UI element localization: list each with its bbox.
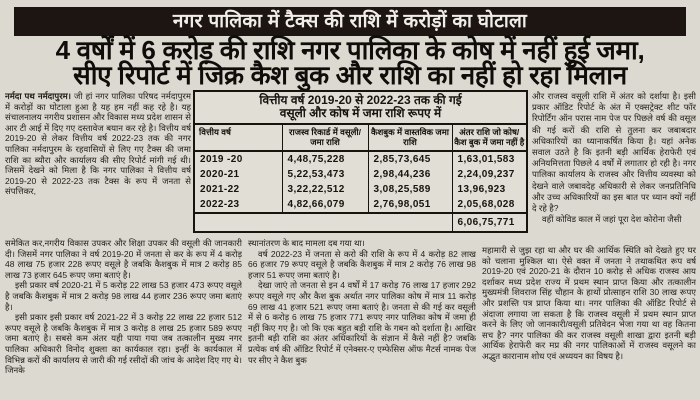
column-4-paragraph: और राजस्व वसूली राशि में अंतर को दर्शाया… xyxy=(532,91,696,214)
article-column-3-lower: स्थानांतरण के बाद मामला दब गया था। वर्ष … xyxy=(248,238,476,398)
column-3-paragraph: स्थानांतरण के बाद मामला दब गया था। xyxy=(248,238,365,248)
year-cell: 2020-21 xyxy=(200,169,240,180)
amount-cell: 5,22,53,473 xyxy=(281,167,368,182)
amount-cell: 2,24,09,237 xyxy=(451,167,527,182)
total-amount-cell: 6,06,75,771 xyxy=(451,212,527,232)
amount-cell: 4,82,66,079 xyxy=(281,197,368,213)
article-column-2-lower: समेकित कर,नगरीय विकास उपकर और शिक्षा उपक… xyxy=(5,238,242,398)
headline-line-1: 4 वर्षों में 6 करोड़ की राशि नगर पालिका … xyxy=(55,35,645,65)
table-row: 2021-22 3,22,22,512 3,08,25,589 13,96,92… xyxy=(194,182,527,197)
amount-cell: 2,76,98,051 xyxy=(367,197,452,213)
amount-cell: 13,96,923 xyxy=(451,182,527,197)
kicker-banner: नगर पालिका में टैक्स की राशि में करोड़ों… xyxy=(14,7,686,36)
amount-cell: 4,48,75,228 xyxy=(281,151,368,167)
article-column-4-lower: महामारी से जुझ रहा था और घर की आर्थिक स्… xyxy=(482,245,696,397)
table-total-row: 6,06,75,771 xyxy=(194,212,527,232)
amount-cell: 2,05,68,028 xyxy=(451,197,527,213)
article-column-4-top: और राजस्व वसूली राशि में अंतर को दर्शाया… xyxy=(532,91,696,241)
headline-line-2: सीए रिपोर्ट में जिक्र कैश बुक और राशि का… xyxy=(73,60,627,90)
table-header-row: वित्तीय वर्ष राजस्व रिकार्ड में वसूली/जम… xyxy=(194,124,527,152)
total-spacer-cell xyxy=(194,212,452,232)
table-title-line-1: वित्तीय वर्ष 2019-20 से 2022-23 तक की गई xyxy=(259,93,462,107)
column-3-paragraph: देखा जाएं तो जनता से इन 4 वर्षों में 17 … xyxy=(248,280,476,365)
year-cell: 2022-23 xyxy=(200,199,240,210)
amount-cell: 2,98,44,236 xyxy=(367,167,452,182)
amount-cell: 3,08,25,589 xyxy=(367,182,452,197)
main-headline: 4 वर्षों में 6 करोड़ की राशि नगर पालिका … xyxy=(0,35,700,90)
col-header-cashbook: कैशबुक में वास्तविक जमा राशि xyxy=(367,124,452,152)
table-title-row: वित्तीय वर्ष 2019-20 से 2022-23 तक की गई… xyxy=(194,91,527,125)
column-4-paragraph: वहीं कोविड काल में जहां पूरा देश कोरोना … xyxy=(542,214,682,225)
column-2-paragraph: समेकित कर,नगरीय विकास उपकर और शिक्षा उपक… xyxy=(5,238,242,280)
table-row: 2020-21 5,22,53,473 2,98,44,236 2,24,09,… xyxy=(194,167,527,182)
table-row: 2019 -20 4,48,75,228 2,85,73,645 1,63,01… xyxy=(194,151,527,167)
col-header-difference: अंतर राशि जो कोष/कैश बुक में जमा नहीं है xyxy=(451,124,527,152)
column-4-lower-paragraph: महामारी से जुझ रहा था और घर की आर्थिक स्… xyxy=(482,245,696,361)
amount-cell: 3,22,22,512 xyxy=(281,182,368,197)
column-1-text: जी हां नगर पालिका परिषद नर्मदापुरम में क… xyxy=(5,91,191,197)
column-2-paragraph: इसी प्रकार वर्ष 2020-21 में 5 करोड़ 22 ल… xyxy=(5,280,242,312)
column-2-paragraph: इसी प्रकार इसी प्रकार वर्ष 2021-22 में 3… xyxy=(5,312,242,376)
article-column-1: नर्मदा पथ नर्मदापुरम। जी हां नगर पालिका … xyxy=(5,91,191,223)
year-cell: 2021-22 xyxy=(200,184,240,195)
table-title: वित्तीय वर्ष 2019-20 से 2022-23 तक की गई… xyxy=(194,91,527,125)
table-title-line-2: वसूली और कोष में जमा राशि रूपए में xyxy=(279,106,442,120)
amount-cell: 2,85,73,645 xyxy=(367,151,452,167)
col-header-revenue-record: राजस्व रिकार्ड में वसूली/जमा राशि xyxy=(281,124,368,152)
revenue-table: वित्तीय वर्ष 2019-20 से 2022-23 तक की गई… xyxy=(193,90,528,233)
year-cell: 2019 -20 xyxy=(200,154,243,165)
column-3-paragraph: वर्ष 2022-23 में जनता से करो की राशि के … xyxy=(248,248,476,280)
table-row: 2022-23 4,82,66,079 2,76,98,051 2,05,68,… xyxy=(194,197,527,213)
col-header-fiscal-year: वित्तीय वर्ष xyxy=(194,124,282,152)
revenue-table-wrap: वित्तीय वर्ष 2019-20 से 2022-23 तक की गई… xyxy=(193,90,528,233)
dateline: नर्मदा पथ नर्मदापुरम। xyxy=(5,91,71,101)
amount-cell: 1,63,01,583 xyxy=(451,151,527,167)
